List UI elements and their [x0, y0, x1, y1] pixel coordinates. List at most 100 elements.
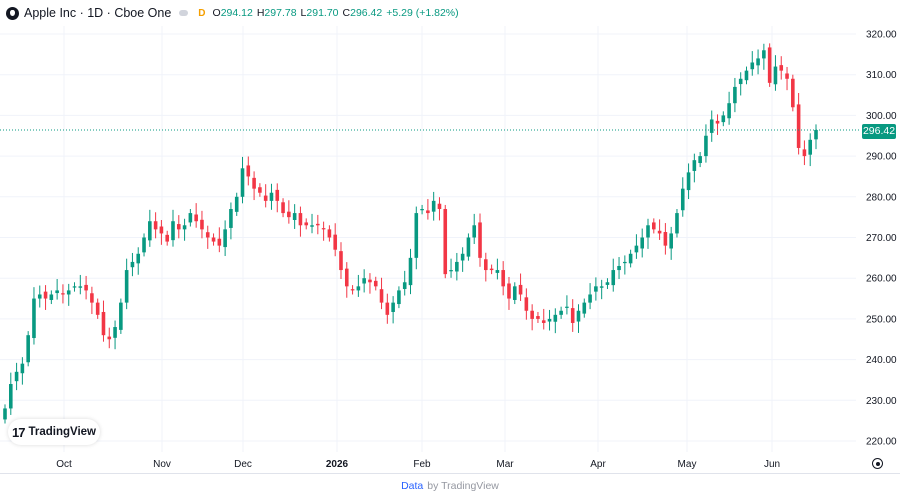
- market-status-icon[interactable]: [179, 10, 189, 16]
- candle-body: [680, 188, 685, 211]
- candle: [402, 270, 407, 296]
- gear-icon[interactable]: [872, 458, 883, 469]
- candle: [20, 357, 25, 385]
- candle: [176, 215, 181, 239]
- candle: [113, 320, 117, 350]
- candle-body: [304, 222, 309, 226]
- candle-body: [420, 209, 424, 211]
- candle-body: [49, 294, 54, 300]
- candle-body: [547, 318, 552, 322]
- candle: [66, 283, 71, 306]
- x-tick-label: Jun: [764, 459, 780, 470]
- candle-body: [727, 103, 731, 119]
- candle: [646, 218, 650, 249]
- candle-body: [675, 213, 679, 234]
- candle: [437, 197, 442, 221]
- candle: [582, 298, 587, 318]
- candle: [669, 226, 673, 260]
- candle: [130, 252, 135, 277]
- x-axis-labels: Oct Nov Dec 2026 Feb Mar Apr May Jun: [56, 459, 780, 470]
- candle: [275, 183, 280, 213]
- last-price-tag: 296.42: [862, 124, 896, 139]
- candle-body: [397, 290, 401, 305]
- candle: [310, 213, 314, 234]
- candle-body: [762, 50, 766, 59]
- candle: [37, 285, 42, 308]
- candle-body: [704, 135, 708, 157]
- candle-body: [455, 261, 459, 272]
- candle-body: [113, 327, 117, 338]
- candle: [704, 124, 708, 163]
- candle: [692, 153, 697, 183]
- candle: [321, 221, 326, 241]
- apple-logo-icon[interactable]: [6, 6, 19, 20]
- symbol-title[interactable]: Apple Inc · 1D · Cboe One: [24, 6, 172, 20]
- candle: [773, 55, 778, 91]
- chart-frame[interactable]: 220.00 230.00 240.00 250.00 260.00 270.00 280.…: [0, 0, 900, 474]
- candle-body: [72, 286, 77, 288]
- candle: [356, 274, 361, 297]
- candle-body: [373, 280, 378, 287]
- candle: [234, 192, 239, 216]
- candle-body: [107, 336, 112, 340]
- y-tick-label: 300.00: [866, 111, 897, 122]
- candle: [55, 279, 59, 300]
- ohlc-low-value: 291.70: [306, 7, 339, 19]
- candle-body: [101, 311, 106, 336]
- candlestick-chart[interactable]: 220.00 230.00 240.00 250.00 260.00 270.00 280.…: [0, 0, 900, 474]
- candle-body: [524, 297, 529, 311]
- candle: [715, 114, 720, 135]
- candle: [217, 227, 222, 253]
- candle-body: [136, 253, 141, 264]
- candle-body: [333, 234, 337, 250]
- candle-body: [605, 282, 610, 285]
- candle-body: [356, 286, 361, 291]
- candle: [652, 218, 656, 234]
- candle-body: [791, 78, 795, 108]
- candle-body: [43, 291, 48, 299]
- candle: [107, 327, 112, 349]
- by-tradingview-link[interactable]: by TradingView: [427, 480, 499, 492]
- candle-body: [478, 222, 482, 258]
- candle: [194, 203, 198, 228]
- candle: [484, 252, 488, 282]
- candle-body: [298, 213, 303, 226]
- candle: [263, 184, 268, 208]
- candle-body: [507, 283, 511, 299]
- candle-body: [350, 289, 355, 291]
- delayed-badge[interactable]: D: [198, 7, 206, 19]
- candle: [333, 223, 337, 257]
- ohlc-change-value: +5.29 (+1.82%): [386, 7, 459, 19]
- watermark-label: TradingView: [28, 426, 96, 438]
- candle-body: [669, 233, 673, 249]
- candle: [472, 213, 477, 245]
- candle: [588, 283, 592, 310]
- candle-body: [414, 213, 419, 258]
- candle-body: [362, 278, 366, 284]
- candle: [507, 276, 511, 310]
- candle-body: [773, 66, 778, 85]
- candle-body: [316, 223, 320, 226]
- candle: [327, 225, 332, 242]
- candle: [802, 140, 807, 166]
- candle-series: [3, 43, 818, 424]
- candle-body: [536, 316, 540, 319]
- data-link[interactable]: Data: [401, 480, 424, 492]
- candle-body: [750, 62, 755, 70]
- candle: [495, 258, 500, 280]
- candle: [536, 311, 540, 323]
- candle-body: [460, 253, 465, 261]
- candle: [796, 93, 801, 155]
- candle-body: [738, 78, 743, 85]
- candle: [148, 209, 152, 247]
- candle-body: [182, 225, 187, 230]
- candle-body: [408, 257, 413, 286]
- candle: [518, 273, 523, 301]
- candle-body: [344, 268, 349, 287]
- candle-body: [217, 238, 222, 246]
- candle-body: [796, 104, 801, 148]
- candle: [368, 273, 372, 294]
- tradingview-watermark[interactable]: 17 TradingView: [8, 419, 100, 445]
- candle: [344, 262, 349, 298]
- candle: [443, 204, 448, 279]
